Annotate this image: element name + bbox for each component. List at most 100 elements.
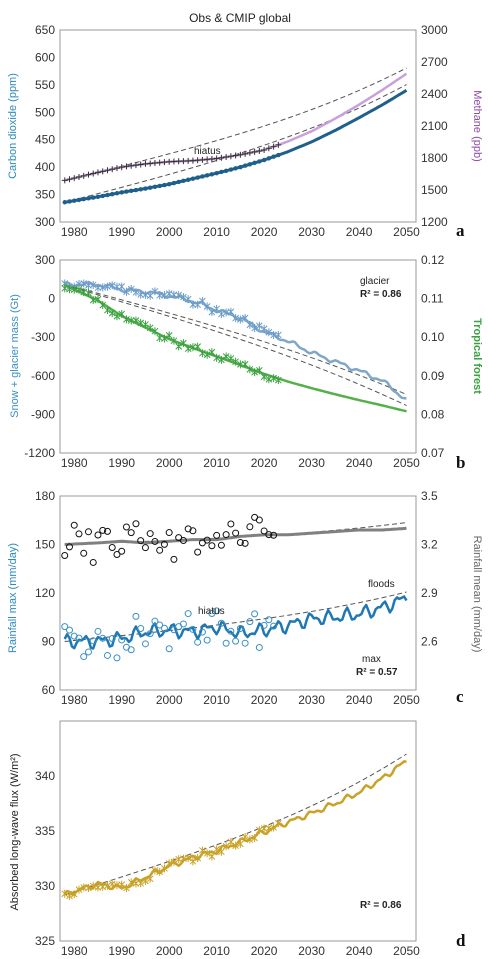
obs-marker — [246, 365, 254, 374]
obs-dot — [143, 186, 148, 191]
obs-marker — [151, 866, 159, 875]
obs-dot — [67, 199, 72, 204]
obs-cross — [80, 172, 87, 179]
obs-circle — [251, 610, 259, 618]
obs-dot — [204, 173, 210, 178]
obs-cross — [237, 151, 244, 158]
obs-cross — [75, 173, 82, 180]
obs-dot — [276, 152, 281, 158]
panel-b-y2ticks: 0.07 0.08 0.09 0.10 0.11 0.12 — [421, 253, 445, 460]
y-tick-label: 325 — [35, 934, 55, 948]
y-tick-label: 300 — [35, 215, 55, 229]
x-tick-label: 2020 — [251, 225, 278, 239]
obs-circle — [122, 523, 130, 531]
obs-circle — [203, 536, 211, 544]
obs-circle — [151, 617, 159, 625]
obs-marker — [151, 327, 159, 336]
obs-circle — [232, 529, 240, 537]
series-line — [64, 72, 408, 182]
panel-d-label: d — [456, 931, 466, 950]
panel-a-annotation-hiatus: hiatus — [194, 146, 221, 157]
panel-d-frame — [59, 720, 417, 942]
obs-marker — [227, 307, 235, 316]
obs-circle — [99, 634, 107, 642]
obs-marker — [194, 342, 202, 351]
obs-cross — [99, 168, 106, 175]
obs-circle — [65, 543, 73, 551]
y-tick-label: -1200 — [24, 446, 55, 460]
obs-circle — [146, 630, 154, 638]
obs-dot — [238, 164, 243, 170]
obs-dot — [181, 178, 186, 184]
panel-c-annotation-floods: floods — [368, 579, 395, 590]
x-tick-label: 1990 — [108, 456, 135, 470]
obs-marker — [180, 339, 187, 348]
x-tick-label: 1990 — [108, 225, 135, 239]
panel-d: 1980 1990 2000 2010 2020 2030 2040 2050 3253303… — [9, 720, 466, 958]
obs-cross — [227, 153, 234, 160]
obs-circle — [84, 528, 92, 536]
obs-circle — [75, 530, 83, 538]
panel-c-xticks: 1980 1990 2000 2010 2020 2030 2040 2050 — [61, 693, 420, 707]
obs-marker — [175, 342, 183, 351]
obs-marker — [142, 876, 149, 885]
obs-dot — [190, 176, 196, 181]
obs-marker — [99, 882, 107, 891]
obs-dot — [110, 191, 115, 197]
obs-marker — [161, 291, 168, 300]
obs-circle — [170, 626, 178, 634]
obs-circle — [246, 618, 254, 626]
obs-circle — [184, 610, 192, 618]
obs-marker — [227, 838, 235, 847]
obs-cross — [128, 162, 135, 169]
obs-dot — [176, 179, 181, 185]
obs-dot — [233, 166, 238, 171]
x-tick-label: 2010 — [203, 456, 230, 470]
y-tick-label: -600 — [31, 369, 55, 383]
x-tick-label: 2030 — [298, 944, 325, 958]
x-tick-label: 2030 — [298, 456, 325, 470]
obs-circle — [94, 627, 102, 635]
obs-circle — [132, 612, 140, 620]
obs-marker — [241, 832, 249, 841]
panel-b-ylabel: Snow + glacier mass (Gt) — [9, 294, 21, 418]
obs-dot — [162, 182, 167, 188]
obs-marker — [146, 323, 154, 332]
obs-circle — [61, 552, 69, 560]
obs-dot — [72, 198, 77, 203]
obs-circle — [241, 639, 249, 647]
obs-cross — [246, 149, 253, 156]
obs-circle — [103, 527, 111, 535]
obs-circle — [217, 541, 225, 549]
y2-tick-label: 2100 — [421, 119, 448, 133]
obs-marker — [89, 280, 97, 289]
obs-dot — [95, 194, 101, 199]
obs-cross — [118, 164, 125, 171]
obs-marker — [75, 885, 83, 894]
obs-marker — [265, 328, 273, 337]
obs-dot — [86, 196, 91, 201]
obs-cross — [85, 171, 92, 178]
obs-cross — [66, 176, 73, 183]
obs-circle — [118, 547, 126, 555]
obs-marker — [208, 308, 216, 317]
y-tick-label: 340 — [35, 769, 55, 783]
y-tick-label: 90 — [42, 635, 56, 649]
panel-c-annotation-r2: R² = 0.57 — [356, 667, 398, 678]
obs-circle — [213, 531, 221, 539]
obs-circle — [127, 529, 135, 537]
obs-marker — [232, 841, 239, 850]
obs-dot — [242, 163, 248, 168]
obs-dot — [219, 169, 224, 175]
obs-marker — [142, 320, 149, 329]
obs-circle — [89, 558, 97, 566]
obs-marker — [203, 350, 211, 359]
panel-c-frame — [59, 495, 417, 691]
obs-marker — [251, 324, 258, 333]
y2-tick-label: 3.2 — [421, 538, 438, 552]
obs-circle — [113, 551, 121, 559]
obs-circle — [61, 623, 69, 631]
obs-marker — [165, 859, 173, 868]
obs-dot — [124, 189, 129, 194]
